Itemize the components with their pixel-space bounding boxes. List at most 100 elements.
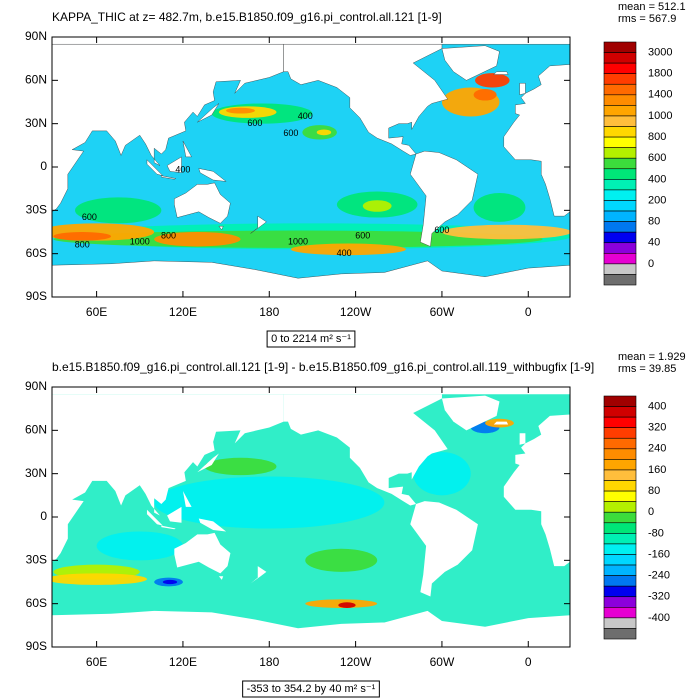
lat-tick-label: 90S [26,639,47,653]
colorbar-box [603,126,637,138]
colorbar-box [603,73,637,85]
field-patch [290,243,406,256]
land [493,71,509,75]
contour-label: 600 [247,118,262,128]
lon-tick-label: 60W [430,655,455,669]
land [410,501,478,597]
lon-tick-label: 120W [340,655,372,669]
colorbar-box [603,395,637,407]
field-patch [413,452,471,496]
field-patch [53,232,111,241]
land [197,103,220,123]
colorbar-box [603,585,637,598]
colorbar-box [603,231,637,244]
land [218,576,224,580]
colorbar-box [603,416,637,428]
field-patch [226,107,255,114]
colorbar-box [603,115,637,127]
colorbar-box [603,406,637,418]
field-patch [204,457,277,476]
colorbar-label: 800 [648,131,666,143]
colorbar-box [603,490,637,502]
colorbar-label: -240 [648,570,670,582]
colorbar-box [603,501,637,513]
field-patch [154,232,241,247]
colorbar-box [603,157,637,170]
colorbar-box [603,607,637,619]
colorbar-box [603,274,637,286]
colorbar-label: 80 [648,485,660,497]
land [52,387,570,395]
land [410,150,479,247]
contour-label: 600 [355,231,370,241]
colorbar-box [603,52,637,64]
lat-tick-label: 30N [25,466,47,480]
colorbar-box [603,427,637,439]
range-label-box [242,680,380,698]
contour-label: 400 [175,164,190,174]
colorbar-box [603,200,637,212]
colorbar-label: 200 [648,194,666,206]
land [161,175,177,180]
field-patch [473,89,497,101]
colorbar-box [603,189,637,201]
colorbar-box [603,511,637,524]
lat-tick-label: 30N [25,116,47,130]
field-patch [316,129,332,136]
colorbar-box [603,437,637,450]
land [441,395,500,431]
contour-label: 400 [298,111,313,121]
colorbar-label: -400 [648,612,670,624]
colorbar-label: 0 [648,258,654,270]
land [493,421,509,425]
colorbar-label: 3000 [648,46,672,58]
lon-tick-label: 120E [169,655,197,669]
colorbar-box [603,62,637,74]
lon-tick-label: 60W [430,305,455,319]
colorbar-box [603,533,637,545]
land [174,532,231,574]
colorbar-box [603,564,637,576]
stat-label: mean = 512.1 [618,1,686,13]
land [503,44,570,217]
field-patch [338,602,356,608]
land [167,506,182,523]
land [198,168,227,182]
field-patch [475,73,510,88]
range-label: 0 to 2214 m² s⁻¹ [271,333,351,345]
lat-tick-label: 90S [26,289,47,303]
lon-tick-label: 180 [259,305,279,319]
colorbar-box [603,628,637,640]
colorbar-box [603,459,637,471]
lat-tick-label: 0 [40,509,47,523]
colorbar-label: 600 [648,152,666,164]
land [146,509,163,526]
stat-label: mean = 1.929 [618,351,686,363]
land [182,140,192,158]
lon-tick-label: 180 [259,655,279,669]
lon-tick-label: 120W [340,305,372,319]
colorbar-label: 0 [648,506,654,518]
colorbar-box [603,105,637,117]
colorbar-label: 160 [648,464,666,476]
land [161,525,176,530]
field-patch [162,579,178,585]
colorbar-box [603,94,637,106]
lat-tick-label: 60N [25,73,47,87]
panel-title: b.e15.B1850.f09_g16.pi_control.all.121 [… [52,360,594,374]
colorbar-box [603,147,637,159]
lat-tick-label: 0 [40,159,47,173]
land [503,394,570,567]
lat-tick-label: 30S [26,203,47,217]
colorbar-box [603,617,637,629]
contour-label: 1000 [130,236,150,246]
land [174,182,231,224]
land [519,83,526,96]
colorbar-label: 40 [648,237,660,249]
contour-label: 800 [75,239,90,249]
colorbar-label: 400 [648,173,666,185]
lat-tick-label: 30S [26,553,47,567]
colorbar-label: 80 [648,216,660,228]
